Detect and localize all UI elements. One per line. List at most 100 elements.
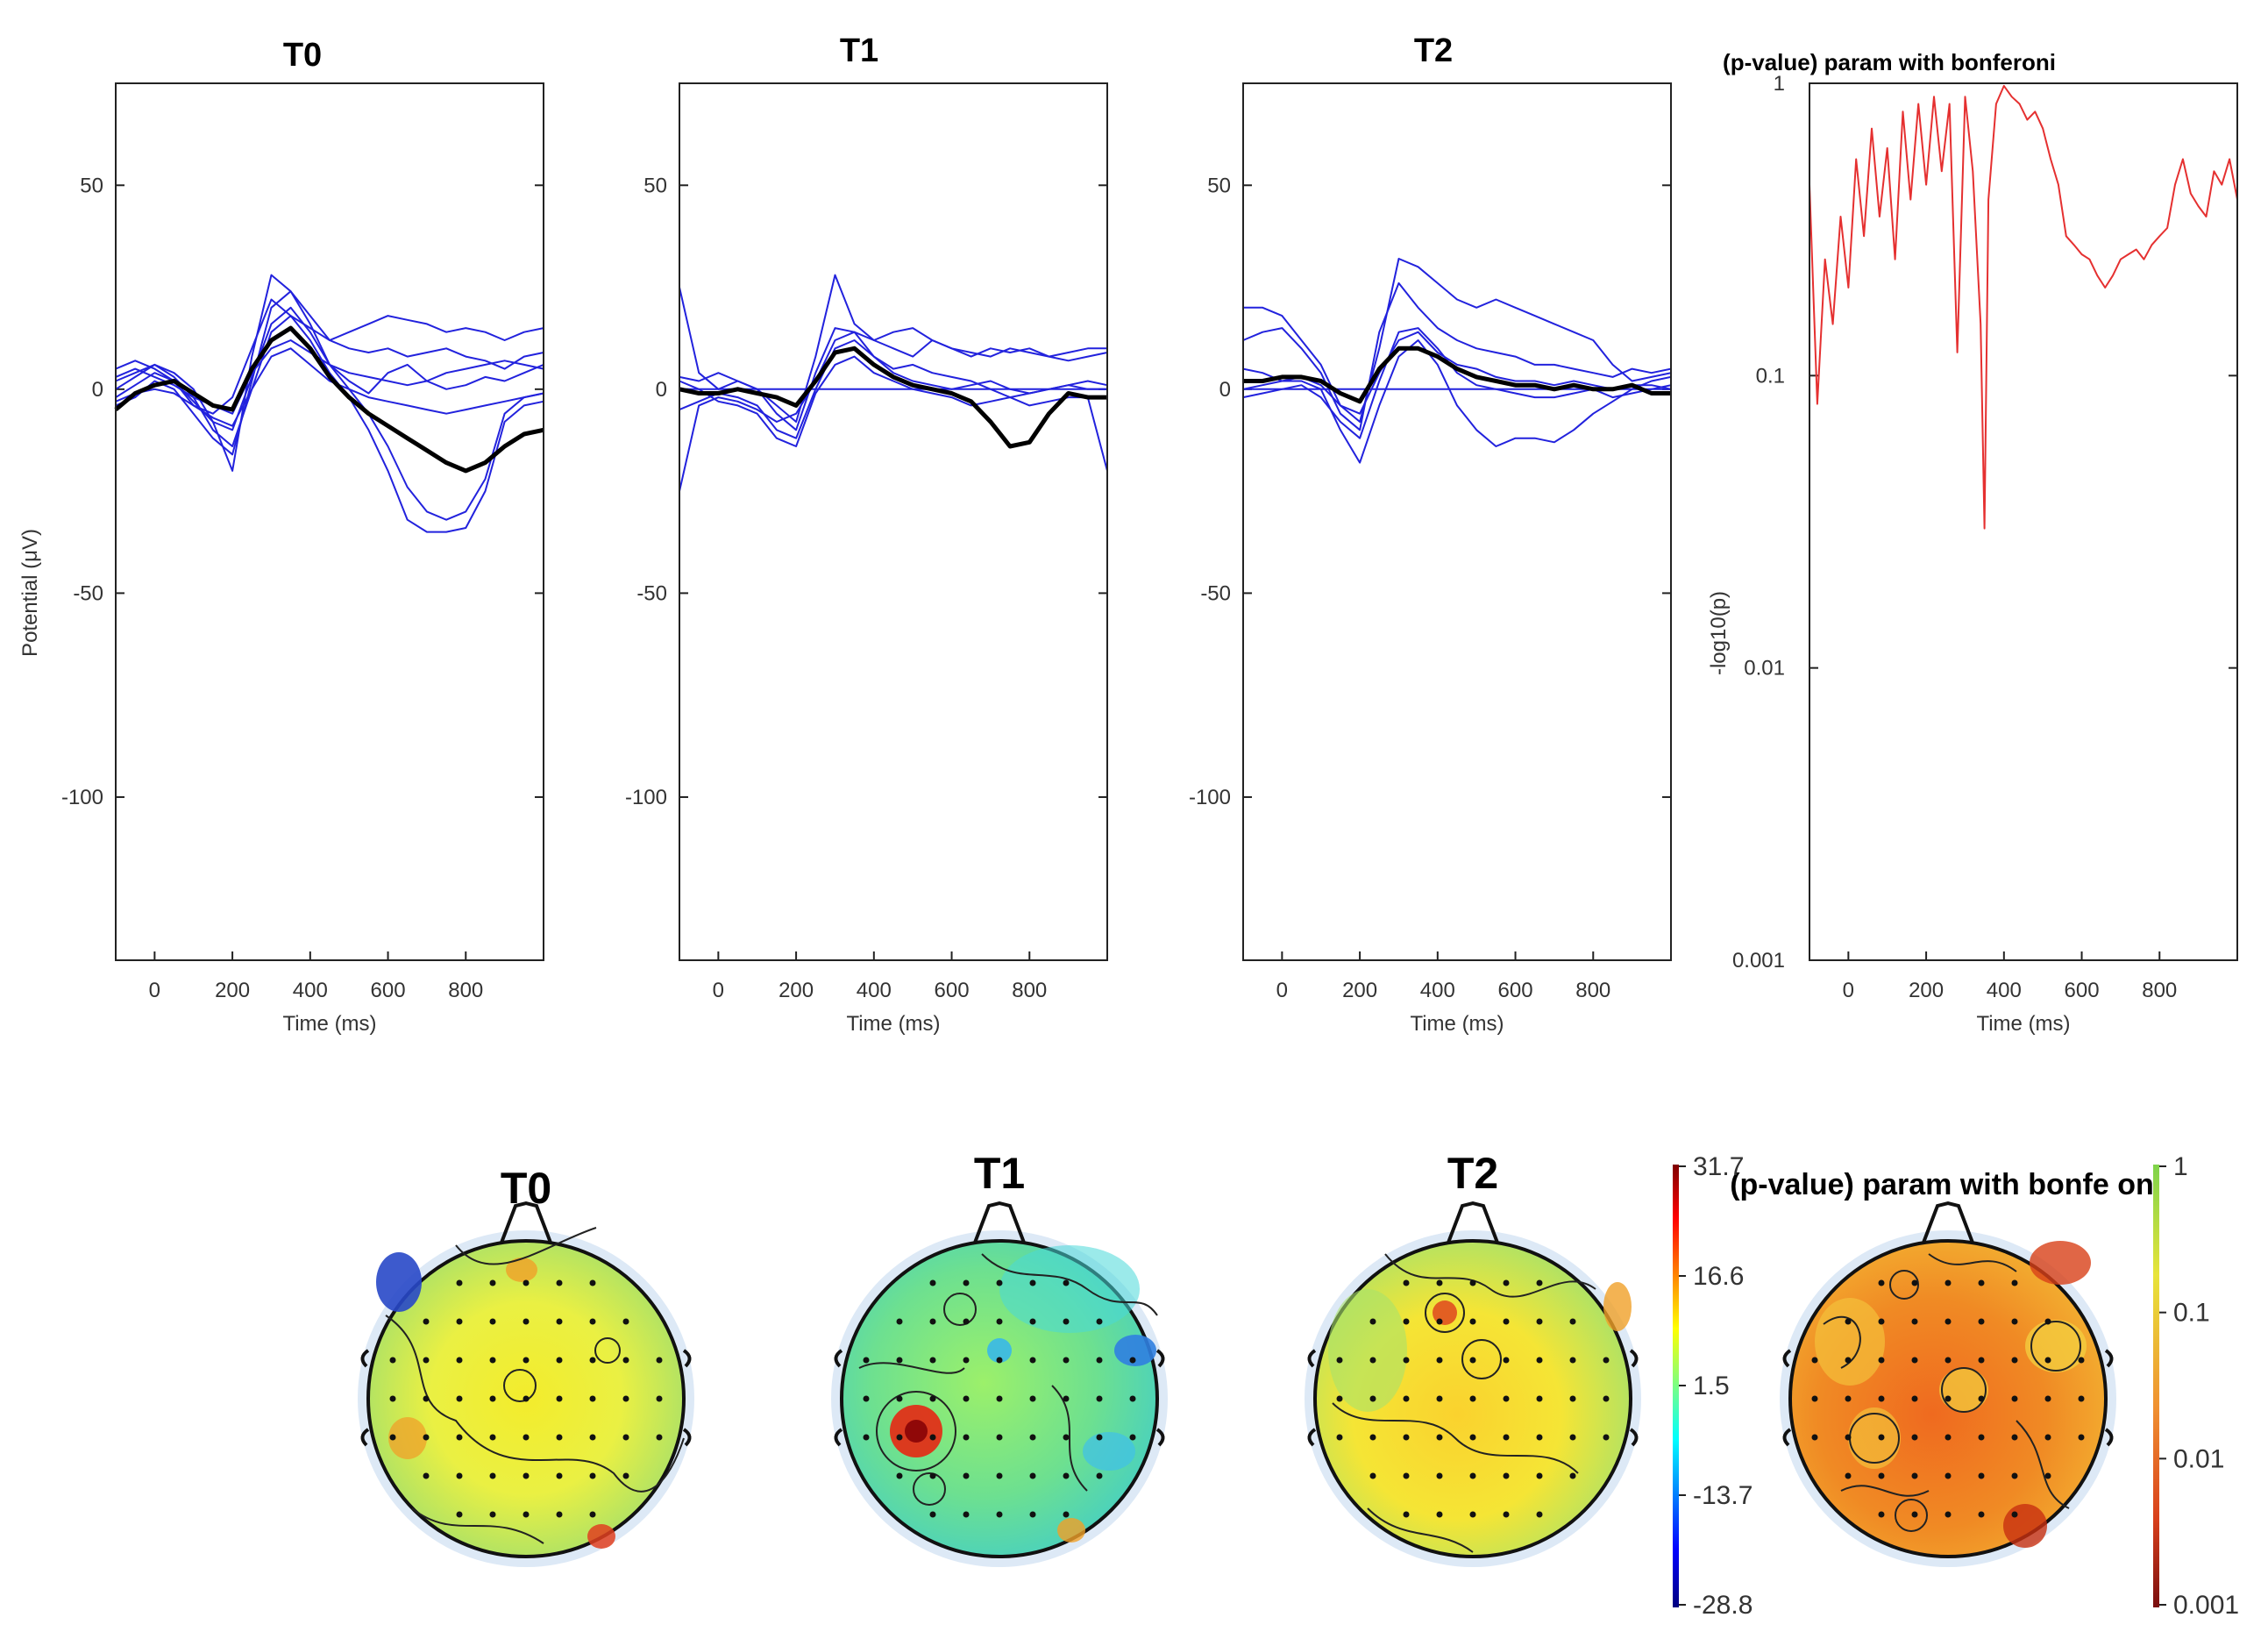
electrode <box>1878 1395 1885 1402</box>
electrode <box>1603 1357 1610 1364</box>
electrode <box>929 1279 936 1286</box>
electrode <box>1063 1318 1070 1325</box>
series-ch2 <box>115 298 544 415</box>
electrode <box>1129 1357 1136 1364</box>
red-spot <box>2003 1504 2047 1548</box>
electrode <box>1436 1279 1443 1286</box>
panel-title: (p-value) param with bonferoni <box>1723 49 2056 75</box>
orange-spot <box>1603 1282 1632 1331</box>
electrode <box>929 1395 936 1402</box>
electrode <box>589 1511 596 1518</box>
x-axis-label: Time (ms) <box>1976 1012 2070 1036</box>
electrode <box>1978 1472 1985 1479</box>
erp-panel-t2: T2 0 200 400 600 800 50 0 -50 -100 Time (ms) <box>1189 32 1672 1036</box>
electrode <box>1503 1395 1510 1402</box>
electrode <box>1978 1279 1985 1286</box>
electrode <box>1029 1434 1036 1441</box>
electrode <box>1096 1395 1103 1402</box>
y-tick-label: 50 <box>1207 174 1231 197</box>
electrode <box>1096 1472 1103 1479</box>
electrode <box>1029 1279 1036 1286</box>
series-ch6 <box>115 339 544 415</box>
electrode <box>589 1395 596 1402</box>
electrode <box>456 1511 463 1518</box>
electrode <box>996 1318 1003 1325</box>
electrode <box>1811 1357 1818 1364</box>
y-tick-label: -100 <box>625 786 667 809</box>
topomap-t1: T1 <box>831 1149 1168 1567</box>
series-ch4 <box>1242 327 1672 439</box>
electrode <box>1503 1434 1510 1441</box>
electrode <box>1469 1357 1476 1364</box>
series-ch2 <box>1242 281 1672 431</box>
electrode <box>896 1357 903 1364</box>
topomap-pvalue: (p-value) param with bonfe on <box>1730 1168 2154 1567</box>
topomap-title: (p-value) param with bonfe on <box>1730 1168 2154 1201</box>
electrode <box>1978 1395 1985 1402</box>
x-tick-label: 200 <box>1909 979 1944 1002</box>
colorbar-tick-label: 31.7 <box>1693 1152 1744 1181</box>
electrode <box>1403 1395 1410 1402</box>
electrode <box>1336 1395 1343 1402</box>
electrode <box>1569 1472 1576 1479</box>
series-ch5 <box>1242 331 1672 415</box>
electrode <box>1536 1279 1543 1286</box>
contour-ring <box>913 1472 946 1506</box>
electrode <box>1063 1472 1070 1479</box>
electrode <box>896 1434 903 1441</box>
electrode <box>1096 1357 1103 1364</box>
electrode <box>863 1395 870 1402</box>
contour-ring <box>1895 1499 1928 1532</box>
blue-spot <box>1114 1335 1156 1366</box>
y-tick-label: 0.1 <box>1756 364 1785 388</box>
electrode <box>863 1357 870 1364</box>
electrode <box>1029 1472 1036 1479</box>
erp-panel-t0: T0 0 200 400 600 800 50 0 -50 -100 Time (ms) Pot… <box>18 37 544 1036</box>
x-tick-label: 800 <box>2142 979 2177 1002</box>
ear-left <box>1782 1349 1792 1447</box>
ear-right <box>2104 1349 2114 1447</box>
electrode <box>1096 1318 1103 1325</box>
nose <box>1447 1201 1499 1243</box>
contour-ring <box>594 1337 621 1364</box>
electrode <box>1569 1395 1576 1402</box>
electrode <box>456 1395 463 1402</box>
electrode <box>863 1434 870 1441</box>
y-tick-label: 1 <box>1774 72 1785 96</box>
electrode <box>1029 1511 1036 1518</box>
electrode <box>1569 1434 1576 1441</box>
green-area <box>1328 1289 1407 1412</box>
electrode <box>1878 1318 1885 1325</box>
electrode <box>1945 1279 1952 1286</box>
colorbar-pvalue: 1 0.1 0.01 0.001 <box>2153 1152 2239 1620</box>
electrode <box>1845 1357 1852 1364</box>
electrode <box>1878 1511 1885 1518</box>
red-spot <box>1433 1300 1457 1325</box>
electrode <box>1503 1279 1510 1286</box>
electrode <box>1369 1472 1376 1479</box>
y-axis-label: Potential (μV) <box>18 529 42 657</box>
topomap-title: T1 <box>974 1149 1025 1198</box>
electrode <box>1536 1395 1543 1402</box>
electrode <box>1978 1357 1985 1364</box>
electrode <box>1029 1395 1036 1402</box>
electrode <box>1063 1357 1070 1364</box>
electrode <box>2078 1357 2085 1364</box>
electrode <box>1603 1434 1610 1441</box>
x-tick-label: 600 <box>2065 979 2100 1002</box>
electrode <box>1811 1395 1818 1402</box>
electrode <box>1063 1279 1070 1286</box>
electrode <box>929 1434 936 1441</box>
electrode <box>656 1357 663 1364</box>
x-tick-label: 400 <box>857 979 892 1002</box>
electrode <box>1911 1395 1918 1402</box>
electrode <box>556 1318 563 1325</box>
nose <box>1922 1201 1974 1243</box>
electrode <box>1369 1357 1376 1364</box>
electrode <box>1845 1318 1852 1325</box>
series-ch7 <box>115 347 544 427</box>
ear-left <box>834 1349 843 1447</box>
yellow-spot <box>1815 1298 1885 1386</box>
electrode <box>456 1434 463 1441</box>
